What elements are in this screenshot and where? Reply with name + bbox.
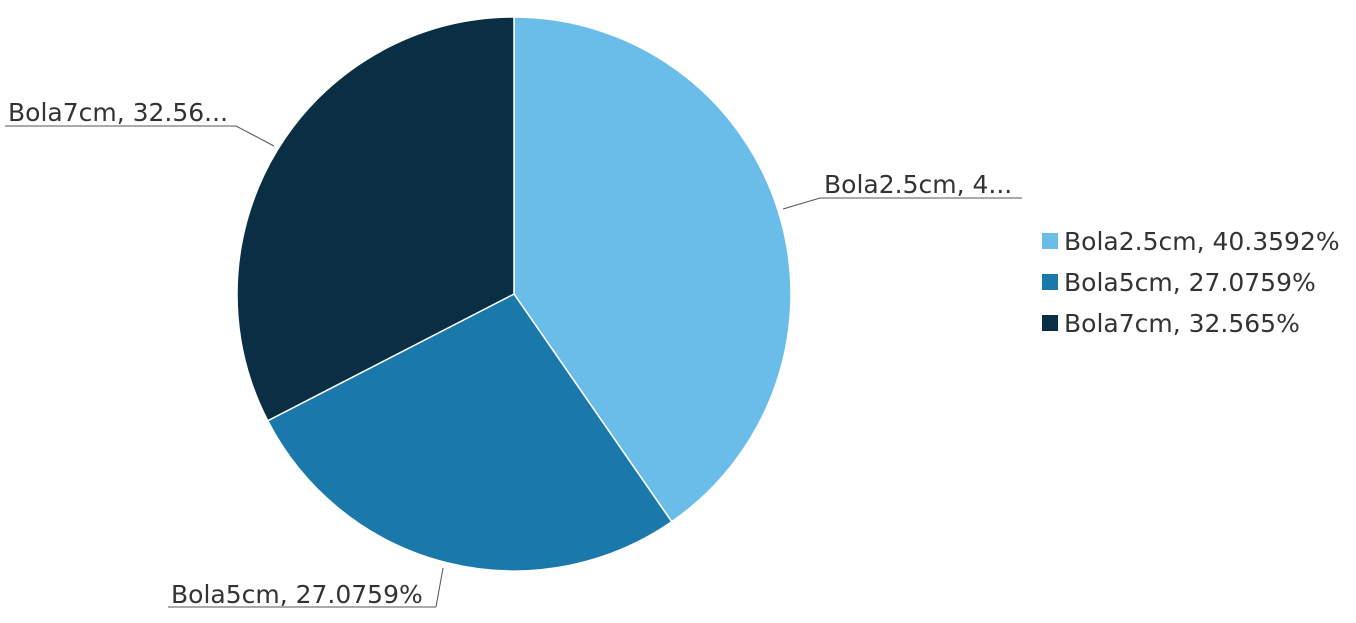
pie-slice-bola2-5cm[interactable] [513,16,792,523]
leader-line [235,125,275,147]
legend-swatch [1042,315,1058,331]
legend-label: Bola7cm, 32.565% [1064,309,1300,338]
legend: Bola2.5cm, 40.3592% Bola5cm, 27.0759% Bola… [1042,227,1340,338]
data-label: Bola5cm, 27.0759% [171,580,423,609]
pie-slices [236,16,792,572]
label-leader-lines [5,125,1022,608]
pie-slice-bola7cm[interactable] [236,16,515,422]
data-label: Bola2.5cm, 4... [824,170,1012,199]
legend-swatch [1042,274,1058,290]
leader-line [782,197,821,210]
legend-swatch [1042,233,1058,249]
legend-label: Bola5cm, 27.0759% [1064,268,1316,297]
data-label: Bola7cm, 32.56... [8,98,228,127]
pie-slice-bola5cm[interactable] [266,293,673,572]
leader-line [435,567,444,608]
data-labels: Bola2.5cm, 4... Bola5cm, 27.0759% Bola7cm,… [8,98,1012,609]
legend-label: Bola2.5cm, 40.3592% [1064,227,1340,256]
